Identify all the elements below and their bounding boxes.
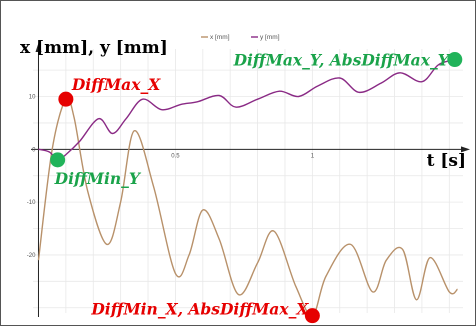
legend-label: y [mm] <box>260 34 280 41</box>
x-tick-label: 0.5 <box>171 153 180 159</box>
y-tick-label: 10 <box>29 95 36 101</box>
tick-labels: 10 0 -10 -20 0.5 1 <box>27 95 315 259</box>
annotation-marker <box>447 52 463 68</box>
x-tick-label: 1 <box>311 153 315 159</box>
y-axis-arrow <box>35 43 42 52</box>
grid <box>33 49 463 313</box>
annotation-marker <box>50 152 66 168</box>
x-axis-arrow <box>461 146 470 153</box>
y-tick-label: -10 <box>27 200 36 206</box>
annotation-label: DiffMax_Y, AbsDiffMax_Y <box>233 51 451 70</box>
annotation-labels: DiffMax_X DiffMin_Y DiffMax_Y, AbsDiffMax_… <box>54 51 451 319</box>
x-axis-title: t [s] <box>427 151 466 171</box>
y-tick-label: -20 <box>27 253 36 259</box>
y-tick-label: 0 <box>32 147 36 153</box>
series-line-y <box>38 58 455 161</box>
annotation-marker <box>58 91 74 107</box>
legend-label: x [mm] <box>210 34 230 41</box>
series-layer <box>37 58 458 317</box>
annotation-label: DiffMin_Y <box>54 169 142 188</box>
annotation-label: DiffMin_X, AbsDiffMax_X <box>90 300 309 319</box>
axes <box>31 43 470 317</box>
annotation-label: DiffMax_X <box>71 75 161 94</box>
series-line-x <box>37 96 458 317</box>
legend: x [mm] y [mm] <box>201 34 280 41</box>
y-axis-title: x [mm], y [mm] <box>20 38 168 58</box>
annotation-marker <box>304 308 320 324</box>
annotation-markers <box>50 52 463 324</box>
